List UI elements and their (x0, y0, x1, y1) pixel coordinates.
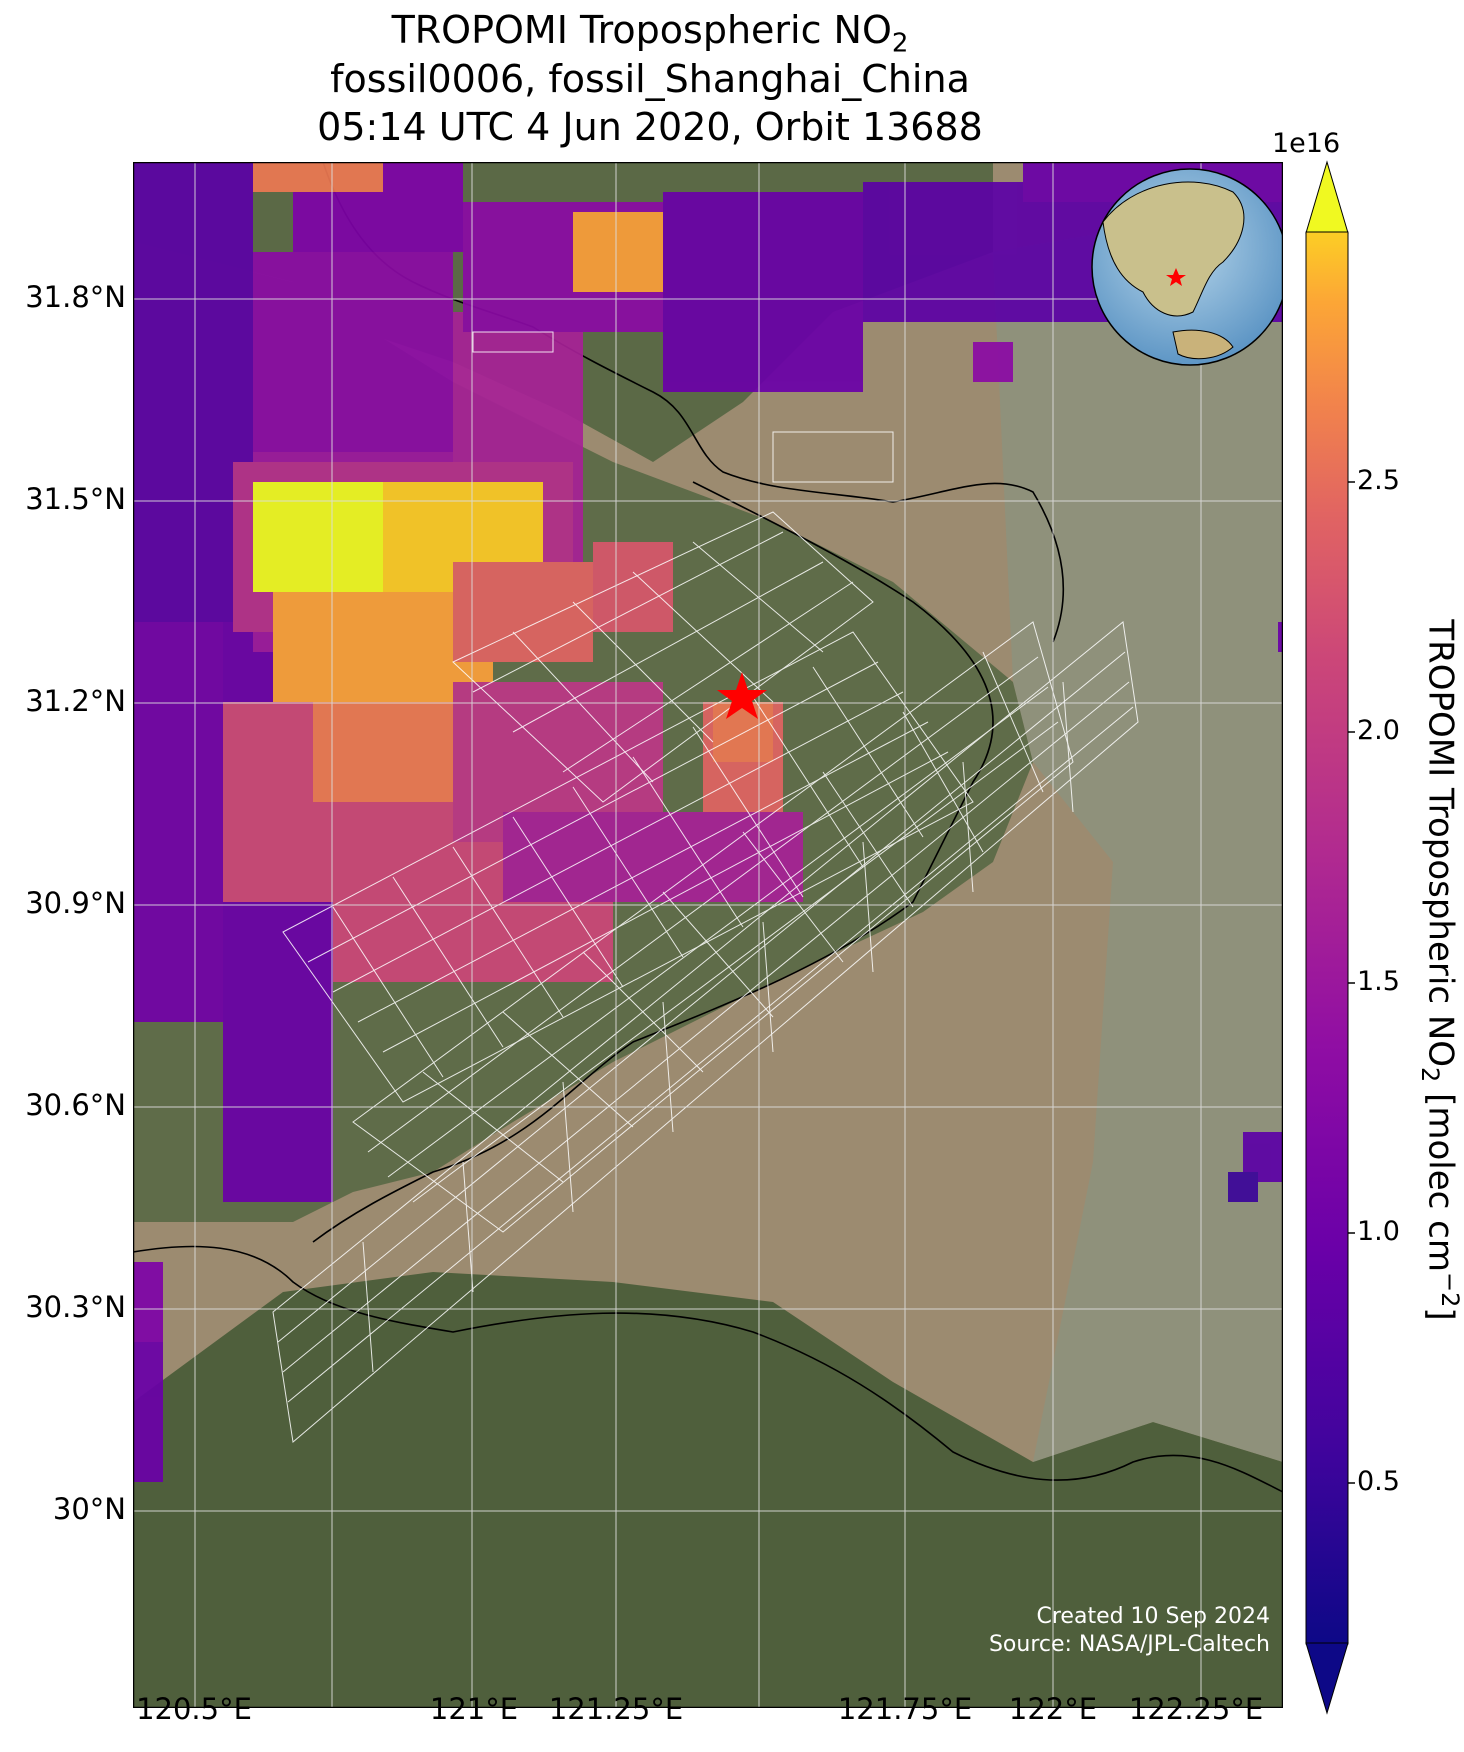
lat-tick-label: 30°N (52, 1492, 126, 1526)
colorbar-tick-label: 1.0 (1357, 1216, 1400, 1247)
colorbar-tick-label: 0.5 (1357, 1466, 1400, 1497)
swath-grid (277, 651, 1134, 1403)
lat-tick-label: 31.8°N (25, 280, 126, 314)
credit-created: Created 10 Sep 2024 (1036, 1604, 1271, 1629)
map-title-line1: TROPOMI Tropospheric NO2 (0, 8, 1300, 66)
colorbar-label: TROPOMI Tropospheric NO2 [molec cm−2] (1416, 619, 1464, 1320)
no2-pixel (453, 562, 593, 662)
no2-pixel (713, 702, 773, 762)
coastline-hangzhou-bay (133, 1245, 1283, 1493)
swath-outline (272, 621, 1139, 1443)
swath-outline (772, 431, 894, 483)
no2-pixel (573, 212, 663, 292)
no2-pixel (663, 192, 863, 392)
globe-australia-landmass (1172, 329, 1234, 360)
offshore-water (993, 202, 1283, 1462)
colorbar (1305, 160, 1355, 1715)
map-title-line3: 05:14 UTC 4 Jun 2020, Orbit 13688 (317, 105, 983, 149)
lon-tick-label: 122°E (1008, 1692, 1098, 1726)
credit-source: Source: NASA/JPL-Caltech (988, 1632, 1270, 1657)
lat-tick-label: 30.9°N (25, 886, 126, 920)
no2-pixel (133, 1342, 163, 1482)
lon-tick-label: 120.5°E (136, 1692, 252, 1726)
globe-location-star (1166, 268, 1186, 286)
colorbar-tick-label: 2.5 (1357, 465, 1400, 496)
no2-pixel (593, 542, 673, 632)
no2-pixel (1278, 622, 1283, 652)
colorbar-label-sup: −2 (1436, 1271, 1464, 1308)
colorbar-tick-label: 1.5 (1357, 966, 1400, 997)
no2-pixel (863, 182, 1023, 322)
no2-pixel (133, 1262, 163, 1342)
title-subscript: 2 (891, 28, 909, 59)
title-text: TROPOMI Tropospheric NO (391, 8, 892, 52)
colorbar-extend-max (1305, 160, 1349, 234)
no2-pixel-layer (133, 162, 1283, 1482)
lon-tick-label: 121°E (429, 1692, 519, 1726)
lat-tick-label: 30.6°N (25, 1088, 126, 1122)
lon-tick-label: 121.25°E (548, 1692, 684, 1726)
map-panel (133, 162, 1283, 1708)
swath-outline (472, 331, 554, 353)
colorbar-tick-label: 2.0 (1357, 715, 1400, 746)
colorbar-label-sub: 2 (1415, 1067, 1444, 1083)
inset-globe (1091, 168, 1283, 366)
lon-tick-label: 122.25°E (1128, 1692, 1264, 1726)
swath-grid (472, 531, 854, 783)
no2-pixel (223, 902, 333, 1202)
swath-grid (307, 661, 949, 1078)
no2-pixel (253, 252, 453, 452)
lat-tick-label: 31.5°N (25, 482, 126, 516)
colorbar-label-end: ] (1420, 1307, 1461, 1321)
no2-pixel (1228, 1172, 1258, 1202)
target-star-marker (717, 672, 767, 719)
no2-pixel (253, 482, 383, 592)
colorbar-gradient (1305, 231, 1349, 1645)
colorbar-offset-text: 1e16 (1272, 128, 1341, 159)
colorbar-label-text: TROPOMI Tropospheric NO (1420, 619, 1461, 1068)
map-title-line2: fossil0006, fossil_Shanghai_China (330, 57, 970, 101)
no2-pixel (973, 342, 1013, 382)
globe-asia-landmass (1102, 181, 1245, 317)
no2-pixel (133, 622, 223, 1022)
lon-tick-label: 121.75°E (837, 1692, 973, 1726)
no2-pixel (253, 162, 383, 192)
southern-landmass (133, 1272, 1283, 1708)
swath-outline (352, 621, 1074, 1233)
graticule (133, 162, 1283, 1708)
map-frame (133, 162, 1283, 1708)
colorbar-tick-marks (1348, 481, 1355, 1484)
lat-tick-label: 31.2°N (25, 684, 126, 718)
colorbar-extend-min (1305, 1642, 1349, 1715)
lat-tick-label: 30.3°N (25, 1290, 126, 1324)
coastline-shanghai (312, 481, 994, 1243)
swath-outline (282, 631, 974, 1103)
colorbar-label-units: [molec cm (1420, 1082, 1461, 1272)
swath-outline (452, 511, 874, 803)
